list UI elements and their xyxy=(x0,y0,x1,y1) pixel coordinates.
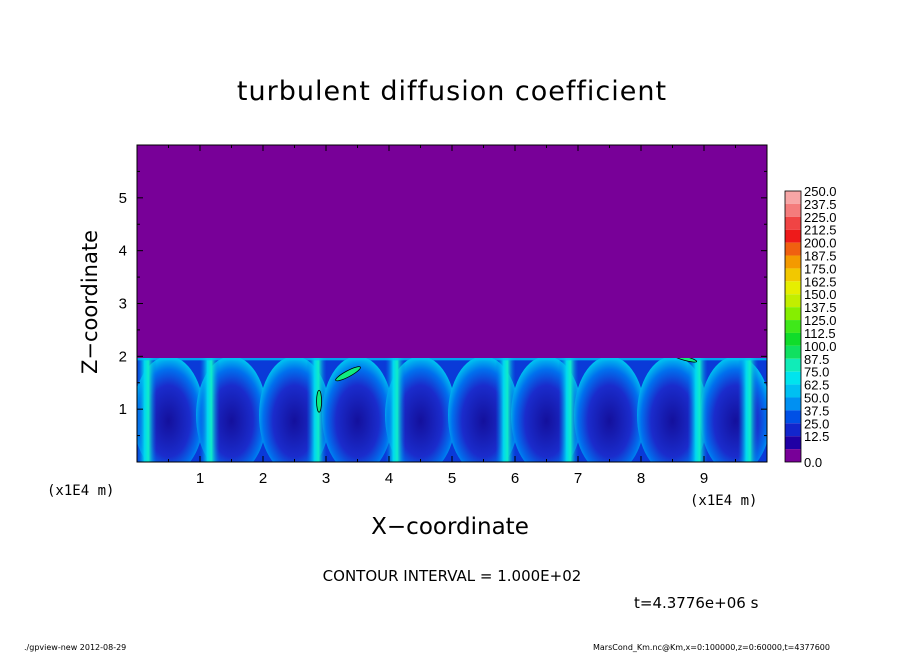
colorbar-label: 12.5 xyxy=(804,429,829,444)
colorbar-label: 37.5 xyxy=(804,403,829,418)
x-tick-label: 9 xyxy=(700,470,708,487)
x-ticks: 1 2 3 4 5 6 7 8 9 xyxy=(168,145,736,487)
x-tick-label: 6 xyxy=(511,470,519,487)
colorbar-swatch xyxy=(785,436,801,450)
y-tick-label: 1 xyxy=(119,401,127,418)
time-label: t=4.3776e+06 s xyxy=(634,594,759,612)
colorbar-swatch xyxy=(785,294,801,308)
colorbar-label: 100.0 xyxy=(804,339,837,354)
colorbar-label: 75.0 xyxy=(804,365,829,380)
colorbar-label: 250.0 xyxy=(804,184,837,199)
x-axis-label: X−coordinate xyxy=(371,514,529,540)
colorbar-swatch xyxy=(785,384,801,398)
colorbar-label: 112.5 xyxy=(804,326,836,341)
plot-frame xyxy=(136,144,768,463)
colorbar-label: 125.0 xyxy=(804,313,837,328)
colorbar-frame xyxy=(784,190,802,463)
x-unit-label-left: (x1E4 m) xyxy=(47,483,115,499)
colorbar-swatch xyxy=(785,449,801,462)
updraft-plume xyxy=(687,358,708,462)
y-ticks: 1 2 3 4 5 xyxy=(119,170,767,437)
colorbar: 250.0237.5225.0212.5200.0187.5175.0162.5… xyxy=(784,184,837,470)
colorbar-swatch xyxy=(785,345,801,359)
updraft-plume xyxy=(558,358,579,462)
contour-blob xyxy=(316,389,322,413)
y-tick-label: 3 xyxy=(119,296,127,313)
contour-blob xyxy=(673,358,698,363)
colorbar-swatch xyxy=(785,203,801,217)
x-tick-label: 7 xyxy=(574,470,582,487)
colorbar-label: 225.0 xyxy=(804,210,837,225)
x-tick-label: 4 xyxy=(385,470,393,487)
layer-top-band xyxy=(137,358,767,361)
x-unit-label-right: (x1E4 m) xyxy=(690,493,758,509)
colorbar-swatch xyxy=(785,332,801,346)
colorbar-label: 87.5 xyxy=(804,352,829,367)
updraft-plume xyxy=(738,358,759,462)
convective-cell xyxy=(574,358,645,462)
colorbar-label: 187.5 xyxy=(804,249,837,264)
colorbar-swatch xyxy=(785,255,801,269)
colorbar-label: 200.0 xyxy=(804,236,837,251)
colorbar-label: 212.5 xyxy=(804,223,837,238)
updraft-plume xyxy=(137,358,157,462)
colorbar-swatch xyxy=(785,229,801,243)
colorbar-swatch xyxy=(785,410,801,424)
x-tick-label: 3 xyxy=(322,470,330,487)
colorbar-swatch xyxy=(785,320,801,333)
colorbar-label: 237.5 xyxy=(804,197,837,212)
updraft-plume xyxy=(199,358,220,462)
x-tick-label: 8 xyxy=(637,470,645,487)
contour-blob xyxy=(335,366,361,382)
contour-interval-label: CONTOUR INTERVAL = 1.000E+02 xyxy=(322,567,582,585)
colorbar-swatch xyxy=(785,397,801,411)
convective-cell xyxy=(700,358,767,462)
updraft-plume xyxy=(306,358,327,462)
colorbar-label: 150.0 xyxy=(804,287,837,302)
colorbar-label: 0.0 xyxy=(804,455,822,470)
boundary-layer-field xyxy=(137,358,767,462)
colorbar-swatch xyxy=(785,268,801,282)
colorbar-label: 162.5 xyxy=(804,274,837,289)
colorbar-label: 62.5 xyxy=(804,378,829,393)
colorbar-swatch xyxy=(785,242,801,256)
updraft-plume xyxy=(385,358,406,462)
colorbar-swatch xyxy=(785,371,801,385)
colorbar-label: 25.0 xyxy=(804,416,829,431)
updraft-plume xyxy=(495,358,516,462)
colorbar-swatch xyxy=(785,423,801,437)
x-tick-label: 2 xyxy=(259,470,267,487)
chart-title: turbulent diffusion coefficient xyxy=(236,76,668,107)
x-tick-label: 5 xyxy=(448,470,456,487)
colorbar-label: 175.0 xyxy=(804,261,837,276)
y-tick-label: 4 xyxy=(119,243,127,260)
colorbar-label: 50.0 xyxy=(804,390,829,405)
y-tick-label: 5 xyxy=(119,190,127,207)
y-tick-label: 2 xyxy=(119,348,127,365)
colorbar-swatch xyxy=(785,216,801,230)
colorbar-swatch xyxy=(785,307,801,321)
convective-cell xyxy=(322,358,393,462)
colorbar-label: 137.5 xyxy=(804,300,837,315)
colorbar-swatch xyxy=(785,191,801,204)
colorbar-swatch xyxy=(785,358,801,372)
footer-right-text: MarsCond_Km.nc@Km,x=0:100000,z=0:60000,t… xyxy=(593,643,830,652)
x-tick-label: 1 xyxy=(196,470,204,487)
colorbar-swatch xyxy=(785,281,801,295)
footer-left-text: ./gpview-new 2012-08-29 xyxy=(24,643,127,652)
